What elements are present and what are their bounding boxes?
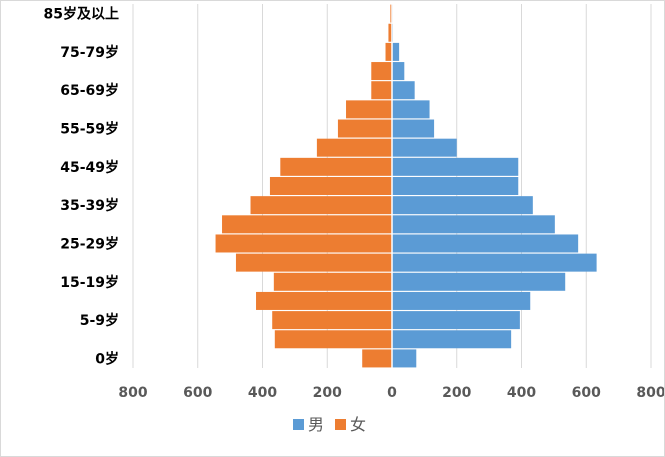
category-label: 25-29岁	[60, 235, 119, 252]
legend-label: 女	[350, 415, 366, 434]
x-tick-label: 200	[313, 385, 342, 401]
category-label: 5-9岁	[80, 312, 119, 329]
male-bar	[392, 272, 566, 291]
female-bar	[346, 100, 392, 119]
male-bar	[392, 42, 400, 61]
male-bar	[392, 196, 533, 215]
female-bar	[385, 42, 392, 61]
female-bar	[337, 119, 392, 138]
category-labels: 0岁 5-9岁 15-19岁 25-29岁 35-39岁 45-49岁 55-59岁 65-6…	[44, 6, 119, 368]
x-tick-label: 600	[572, 385, 601, 401]
female-bar	[272, 311, 392, 330]
x-tick-label: 800	[636, 385, 664, 401]
male-bar	[392, 330, 512, 349]
female-bar	[222, 215, 392, 234]
female-bar	[274, 330, 392, 349]
x-tick-label: 400	[248, 385, 277, 401]
female-bar	[250, 196, 392, 215]
bars	[215, 4, 597, 368]
x-tick-label: 400	[507, 385, 536, 401]
category-label: 85岁及以上	[44, 6, 119, 23]
female-bar	[316, 138, 392, 157]
legend: 男女	[293, 415, 366, 434]
female-bar	[269, 176, 392, 196]
female-bar	[371, 62, 392, 81]
male-bar	[392, 81, 415, 100]
male-bar	[392, 62, 405, 81]
legend-label: 男	[308, 415, 324, 434]
x-tick-label: 800	[118, 385, 147, 401]
female-bar	[235, 253, 392, 272]
category-label: 15-19岁	[60, 274, 119, 291]
category-label: 0岁	[95, 350, 119, 367]
category-label: 55-59岁	[60, 121, 119, 138]
female-bar	[371, 81, 392, 100]
male-bar	[392, 119, 435, 138]
female-bar	[256, 291, 392, 310]
x-tick-label: 0	[387, 385, 397, 401]
male-bar	[392, 291, 531, 310]
category-label: 75-79岁	[60, 44, 119, 61]
male-bar	[392, 349, 417, 368]
category-label: 45-49岁	[60, 159, 119, 176]
male-bar	[392, 157, 519, 176]
category-label: 35-39岁	[60, 197, 119, 214]
legend-swatch	[335, 419, 346, 430]
male-bar	[392, 138, 457, 157]
female-bar	[273, 272, 392, 291]
female-bar	[390, 4, 392, 23]
male-bar	[392, 253, 597, 272]
x-tick-labels: 800 600 400 200 0 200 400 600 800	[118, 385, 664, 401]
female-bar	[215, 234, 392, 253]
legend-swatch	[293, 419, 304, 430]
male-bar	[392, 234, 579, 253]
female-bar	[388, 23, 392, 42]
male-bar	[392, 100, 430, 119]
female-bar	[280, 157, 392, 176]
x-tick-label: 200	[442, 385, 471, 401]
category-label: 65-69岁	[60, 82, 119, 99]
male-bar	[392, 311, 520, 330]
male-bar	[392, 176, 519, 196]
x-tick-label: 600	[183, 385, 212, 401]
female-bar	[362, 349, 392, 368]
male-bar	[392, 215, 555, 234]
